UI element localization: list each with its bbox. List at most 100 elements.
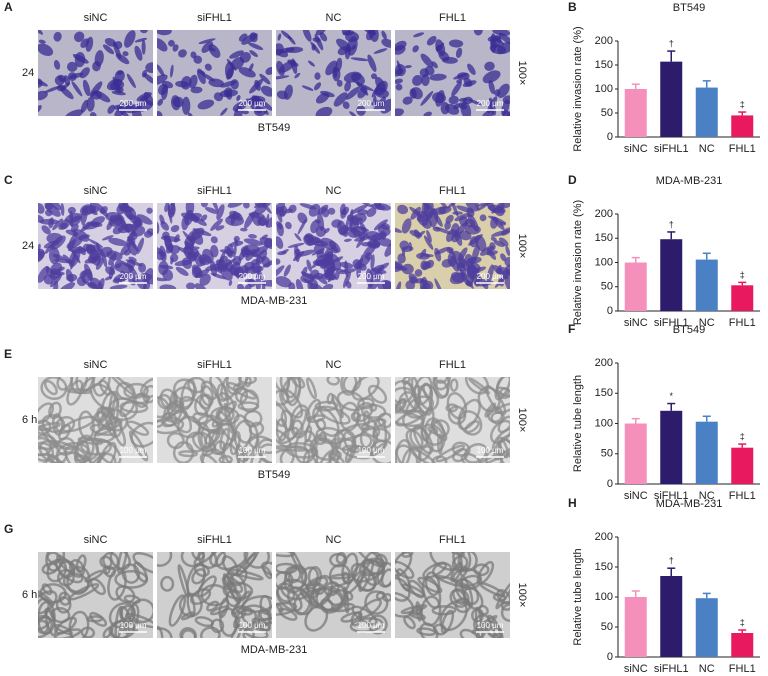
cell: [456, 78, 463, 84]
scale-bar-label: 100 μm: [358, 621, 385, 630]
cell: [458, 102, 467, 110]
cell: [500, 600, 510, 611]
cell: [111, 90, 126, 96]
cell: [180, 552, 206, 568]
cell: [157, 98, 164, 106]
cell: [264, 237, 272, 248]
cell: [350, 57, 369, 62]
cell: [73, 454, 94, 463]
cell: [348, 226, 367, 238]
cell: [119, 605, 132, 625]
cell: [295, 278, 304, 289]
cell: [175, 266, 189, 276]
image-background: [38, 30, 153, 116]
cell: [400, 604, 428, 615]
cell: [196, 68, 206, 85]
cell: [457, 247, 468, 262]
cell: [190, 86, 203, 94]
condition-label: FHL1: [439, 185, 466, 197]
cell: [318, 448, 341, 463]
cell: [309, 283, 323, 289]
cell: [322, 283, 334, 289]
cell: [497, 83, 510, 98]
cell: [66, 273, 78, 282]
cell: [372, 427, 391, 443]
micrograph: [38, 30, 153, 116]
cell: [265, 213, 270, 228]
chart-title: BT549: [673, 2, 705, 14]
cell: [50, 451, 87, 463]
cell: [44, 203, 54, 210]
cell: [397, 204, 409, 215]
scale-bar-label: 200 μm: [477, 272, 504, 281]
cell: [412, 74, 423, 86]
cell: [114, 41, 123, 50]
cell: [157, 64, 165, 77]
cell: [49, 203, 62, 211]
cell: [477, 453, 504, 463]
panel-letter: A: [4, 0, 13, 14]
cell: [314, 33, 324, 51]
cell: [38, 77, 48, 87]
cell: [395, 108, 405, 116]
cell: [74, 51, 86, 68]
cell: [452, 447, 469, 463]
condition-label: siFHL1: [197, 12, 232, 24]
bar: [731, 633, 754, 657]
cell: [91, 253, 103, 261]
cell: [372, 95, 377, 110]
scale-bar-label: 100 μm: [120, 621, 147, 630]
cell: [472, 245, 480, 260]
cell: [285, 46, 304, 54]
cell: [283, 264, 291, 277]
bar: [624, 597, 647, 657]
cell: [54, 557, 84, 584]
cell: [315, 106, 333, 116]
cell: [276, 222, 284, 237]
cell: [294, 233, 302, 242]
scale-bar-label: 200 μm: [120, 99, 147, 108]
y-tick-label: 150: [595, 561, 613, 573]
cell: [309, 587, 344, 611]
cell: [424, 571, 441, 597]
cell: [94, 419, 123, 437]
cell: [367, 384, 388, 404]
cell: [190, 588, 212, 605]
cell: [373, 219, 388, 231]
cell: [44, 607, 56, 622]
cell: [38, 43, 54, 57]
cell: [336, 79, 343, 87]
cell: [314, 82, 322, 91]
cell: [277, 33, 282, 41]
cell: [374, 76, 386, 92]
x-tick-label: NC: [699, 663, 715, 675]
cell: [404, 65, 412, 69]
significance-marker: ‡: [740, 431, 745, 441]
micrograph: [276, 552, 391, 638]
cell: [70, 223, 79, 232]
cell: [122, 51, 129, 57]
cell: [395, 78, 403, 84]
cell: [168, 39, 175, 47]
cell: [175, 80, 190, 88]
cell: [351, 44, 356, 50]
cell: [395, 398, 407, 412]
y-tick-label: 0: [607, 305, 613, 317]
cell: [484, 402, 497, 418]
scale-bar-label: 200 μm: [358, 99, 385, 108]
cell: [110, 417, 127, 447]
x-tick-label: siNC: [624, 663, 648, 675]
cell: [457, 398, 481, 430]
cell: [134, 37, 148, 43]
cell: [146, 207, 153, 214]
cell: [223, 87, 233, 97]
cell: [333, 256, 344, 263]
panel-letter: E: [4, 347, 12, 361]
cell: [136, 237, 145, 255]
cell: [469, 266, 487, 274]
cell: [338, 268, 357, 275]
cell-line-label: BT549: [258, 122, 290, 134]
cell: [373, 48, 388, 54]
cell: [340, 208, 347, 219]
cell: [180, 629, 197, 638]
